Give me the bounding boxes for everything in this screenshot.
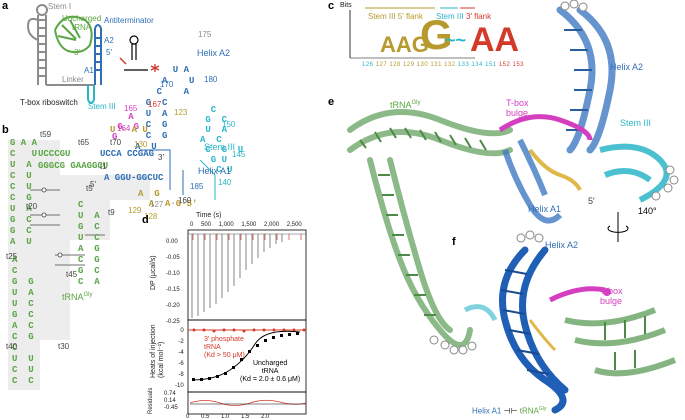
logo-letters-aa: AA <box>470 21 520 59</box>
num-t20: t20 <box>26 202 38 211</box>
panel-a-label: a <box>2 0 9 12</box>
stem-iii-5-flank-label: Stem III 5′ flank <box>368 12 423 21</box>
residuals-axis-label: Residuals <box>148 387 154 414</box>
num-128: 128 <box>144 212 158 221</box>
panel-f-label: f <box>452 236 456 248</box>
helix-a1-label-e: Helix A1 <box>528 204 562 214</box>
b-five-prime: 5′ <box>90 180 96 189</box>
linker-bottom-seq: A G A A·G·5′ <box>138 189 198 209</box>
num-140: 140 <box>218 178 232 187</box>
a-five-prime: 5′ <box>106 48 112 57</box>
stem-iii-logo-label: Stem III <box>436 12 464 21</box>
acceptor-top: UCCCGU <box>38 149 71 159</box>
a1-label: A1 <box>84 66 94 75</box>
helix-a2-seq: U A A U C A G C U A C G C G A U <box>135 65 195 152</box>
num-t40: t40 <box>6 342 18 351</box>
rotation-label: 140° <box>638 206 657 216</box>
num-t59: t59 <box>40 130 52 139</box>
helix-a1-bottom-seq: A GGU-GGCUC <box>104 173 164 183</box>
trna-label-e: tRNAGly <box>390 100 421 110</box>
flank-3-label: 3′ flank <box>466 12 492 21</box>
logo-letters-aag: AAG <box>380 32 429 57</box>
num-t9: t9 <box>108 208 115 217</box>
tbox-bulge-label-f: T-box bulge <box>600 286 623 306</box>
helix-a1-trna-interface-label: Helix A1 ⊣⊢ tRNAGly <box>472 406 547 416</box>
acceptor-bottom: GGGCG GAAGGCU <box>38 161 109 171</box>
linker-label: Linker <box>62 75 84 84</box>
b-three-prime: 3′ <box>158 153 164 162</box>
num-170: 170 <box>160 80 174 89</box>
residual-ticks: 0.74 0.14 -0.45 <box>164 391 178 411</box>
helix-a1-label-b: Helix A1 <box>198 166 232 176</box>
num-t45: t45 <box>66 270 78 279</box>
e-five-prime: 5′ <box>588 196 595 206</box>
panel-b-label: b <box>2 124 9 136</box>
trna-d-arm: G A A C U U A C U C U C G U A G C G C A … <box>10 138 38 247</box>
helix-a1-top-seq: UCCA CCGAG <box>100 149 155 159</box>
num-164: 164 <box>117 124 131 133</box>
num-175: 175 <box>198 30 212 39</box>
stem-iii-label-e: Stem III <box>620 118 652 128</box>
num-130: 130 <box>134 140 148 149</box>
itc-plot <box>187 229 307 415</box>
linker-seq: U · A U <box>110 125 148 135</box>
panel-a-riboswitch-diagram <box>26 4 160 104</box>
uncharged-trna-itc-label: Uncharged tRNA (Kd = 2.0 ± 0.6 μM) <box>240 360 301 383</box>
num-167: 167 <box>148 100 162 109</box>
num-127: 127 <box>150 200 164 209</box>
riboswitch-label: T-box riboswitch <box>20 98 78 107</box>
helix-a2-label-e: Helix A2 <box>610 62 644 72</box>
num-t30: t30 <box>58 342 70 351</box>
helix-a2-label-b: Helix A2 <box>197 48 231 58</box>
num-129: 129 <box>128 206 142 215</box>
num-t5: t5 <box>86 184 93 193</box>
tbox-bulge-label-e: T-box bulge <box>506 98 529 118</box>
tbox-bulge-seq: A G G G <box>112 112 140 142</box>
a-three-prime: 3′ <box>74 48 80 57</box>
num-145: 145 <box>232 150 246 159</box>
panel-e-3d-structure <box>347 0 679 355</box>
trna-anticodon-arm: A C G G U A U C G C A C C G C U U C U C … <box>12 255 34 386</box>
panel-d-label: d <box>142 214 149 226</box>
panel-b-secondary-structure <box>8 140 216 390</box>
stem-iii-label-a: Stem III <box>88 102 116 111</box>
heats-axis-label: Heats of injection (kcal mol⁻¹) <box>150 324 165 378</box>
num-160: 160 <box>178 196 192 205</box>
logo-positions: 126 127 128 129 130 131 132 133 134 151 … <box>362 62 525 68</box>
time-axis-label: Time (s) <box>196 212 222 219</box>
molar-ticks: 0 0.5 1.0 1.5 2.0 <box>186 414 270 420</box>
stem-iii-label-b: Stem III <box>204 142 236 152</box>
logo-letter-g: G <box>420 11 453 58</box>
num-165: 165 <box>124 104 138 113</box>
antiterminator-label: Antiterminator <box>104 16 154 25</box>
num-150: 150 <box>222 120 236 129</box>
dp-axis-label: DP (μcal/s) <box>150 255 157 290</box>
phosphate-trna-label: 3′ phosphate tRNA (Kd > 50 μM) <box>204 336 245 359</box>
time-ticks: 0 500 1,000 1,500 2,000 2,500 <box>190 222 302 228</box>
num-t65: t65 <box>78 138 90 147</box>
panel-c-label: c <box>328 0 335 12</box>
logo-stem-letters: ~~ <box>445 30 467 50</box>
stem-i-label: Stem I <box>48 2 72 11</box>
a2-label: A2 <box>104 36 114 45</box>
panel-e-label: e <box>328 96 335 108</box>
stem-iii-seq: C G C U A A C C G U G U C U <box>200 105 244 175</box>
num-t25: t25 <box>6 252 18 261</box>
trna-label-b: tRNAGly <box>62 292 93 302</box>
cut-icon <box>150 64 160 72</box>
bits-label: Bits <box>340 2 352 9</box>
num-t70: t70 <box>110 138 122 147</box>
helix-a2-label-f: Helix A2 <box>545 240 579 250</box>
sequence-logo <box>349 7 475 59</box>
num-180: 180 <box>204 75 218 84</box>
trna-t-arm: C U A G C U C A G C G G C C A <box>78 200 100 287</box>
num-185: 185 <box>190 182 204 191</box>
num-123: 123 <box>174 108 188 117</box>
panel-f-3d-structure <box>463 230 677 414</box>
num-t1: t1 <box>100 162 107 171</box>
uncharged-trna-label: Uncharged tRNA <box>62 14 102 32</box>
dp-ticks: 0.00 -0.05 -0.10 -0.15 -0.20 -0.25 <box>166 239 180 325</box>
heats-ticks: 0 -2 -4 -6 -8 -10 <box>175 328 184 389</box>
